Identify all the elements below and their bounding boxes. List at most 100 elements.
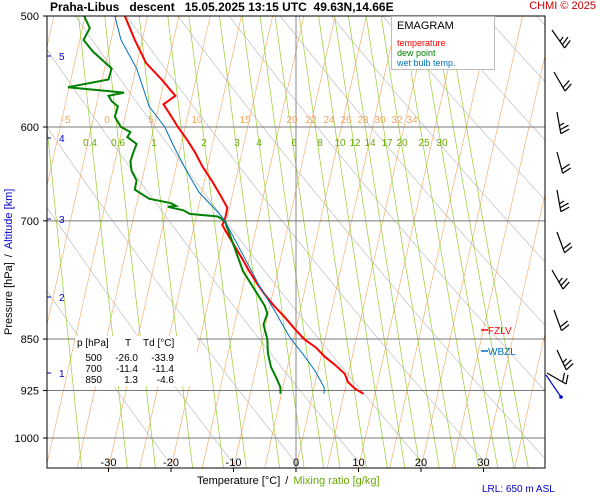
mixing-ratio-label: 25 <box>418 138 430 149</box>
dry-adiabat <box>126 16 491 468</box>
isotherm-line <box>201 16 305 468</box>
wind-barb-flag <box>562 242 571 250</box>
dry-adiabat <box>279 16 545 326</box>
wind-barb-flag <box>559 200 565 205</box>
wind-barb-surface <box>545 374 562 398</box>
station-name: Praha-Libus <box>50 0 120 14</box>
isotherm-line <box>577 16 600 468</box>
altitude-tick-label: 1 <box>59 369 65 380</box>
wind-barb <box>556 111 570 135</box>
wind-barb-flag <box>562 80 570 88</box>
mixing-ratio-line <box>446 16 529 468</box>
altitude-tick-label: 4 <box>59 134 65 145</box>
y-axis-label-pressure: Pressure [hPa] <box>3 262 15 335</box>
isotherm-label: 20 <box>286 115 298 126</box>
mixing-ratio-label: 1 <box>151 138 157 149</box>
dry-adiabat <box>382 16 545 201</box>
wind-barb-flag <box>565 374 569 385</box>
isotherm-line <box>76 16 180 468</box>
isotherm-line <box>108 16 211 468</box>
y-axis-label-altitude: Altitude [km] <box>3 189 15 250</box>
dry-adiabat <box>433 16 545 141</box>
wind-barb <box>556 189 570 213</box>
mixing-ratio-label: 20 <box>396 138 408 149</box>
wind-barb-flag <box>562 167 571 174</box>
wind-barb-flag <box>565 362 574 371</box>
wind-barb-staff <box>556 231 566 253</box>
series-temperature <box>123 16 365 395</box>
dry-adiabat <box>565 0 600 468</box>
wind-barb-flag <box>562 358 568 364</box>
isotherm-line <box>451 54 545 468</box>
dry-adiabat <box>47 290 174 468</box>
dry-adiabat <box>47 206 237 468</box>
isotherm-label: 0 <box>104 115 110 126</box>
legend-title: EMAGRAM <box>397 20 454 32</box>
cell-t: 1.3 <box>124 375 138 386</box>
cell-t: -11.4 <box>115 364 138 375</box>
wind-barb <box>551 29 571 49</box>
mixing-ratio-label: 0.6 <box>111 138 125 149</box>
wind-barb-staff <box>556 189 562 212</box>
x-tick-label: -10 <box>226 457 242 469</box>
x-tick-label: -20 <box>163 457 179 469</box>
isotherm-line <box>47 16 86 188</box>
isotherm-line <box>420 16 523 468</box>
y-tick-label: 850 <box>21 334 39 346</box>
cell-td: -4.6 <box>156 375 174 386</box>
x-tick-label: 0 <box>293 457 299 469</box>
isotherm-line <box>47 16 117 326</box>
mixing-ratio-line <box>241 16 305 468</box>
cell-pressure: 700 <box>85 364 102 375</box>
isotherm-label: 26 <box>340 115 352 126</box>
sounding-mode: descent <box>129 0 175 14</box>
legend-entry-dew-point: dew point <box>397 48 436 58</box>
station-coords: 49.63N,14.66E <box>313 0 394 14</box>
y-tick-label: 925 <box>21 386 39 398</box>
table-row: 500 -26.0 -33.9 <box>75 353 197 365</box>
table-row: 700 -11.4 -11.4 <box>75 364 197 376</box>
isotherm-line <box>295 16 398 468</box>
isotherm-label: -5 <box>62 115 71 126</box>
mixing-ratio-label: 8 <box>317 138 323 149</box>
x-tick-label: 30 <box>477 457 489 469</box>
series-dew-point <box>67 16 282 394</box>
series-wet-bulb-temp <box>114 16 325 394</box>
mixing-ratio-line <box>259 16 324 468</box>
wind-barb-staff <box>551 29 566 49</box>
wind-barb-flag <box>559 36 564 42</box>
y-tick-label: 1000 <box>15 433 39 445</box>
cell-td: -11.4 <box>151 364 174 375</box>
dry-adiabat <box>485 16 545 83</box>
mixing-ratio-line <box>219 16 280 468</box>
mixing-ratio-line <box>274 16 341 468</box>
wind-barb-flag <box>559 320 568 328</box>
isotherm-line <box>139 16 242 468</box>
altitude-tick-label: 3 <box>59 215 65 226</box>
mixing-ratio-label: 10 <box>334 138 346 149</box>
wind-barb <box>556 349 574 371</box>
wind-barb-flag <box>564 246 573 254</box>
mixing-ratio-label: 12 <box>349 138 361 149</box>
wind-barb-flag <box>562 281 570 290</box>
wind-barb-staff <box>553 71 566 92</box>
wind-barb-flag <box>561 36 569 46</box>
wind-barb <box>556 231 573 254</box>
mixing-ratio-line <box>47 123 83 468</box>
wind-barb-staff <box>546 372 567 385</box>
x-tick-label: 10 <box>352 457 364 469</box>
x-tick-label: -30 <box>101 457 117 469</box>
x-tick-label: 20 <box>415 457 427 469</box>
wind-barb-flag <box>561 163 570 170</box>
cell-t: -26.0 <box>115 353 138 364</box>
wbzl-label: WBZL <box>488 347 516 358</box>
wind-barb-flag <box>559 124 569 131</box>
mixing-ratio-line <box>167 16 224 468</box>
values-table-header: p [hPa] T Td [°C] <box>75 338 197 350</box>
wind-barb <box>553 71 572 92</box>
mixing-ratio-line <box>380 16 456 468</box>
isotherm-line <box>483 193 545 468</box>
wind-barb <box>546 372 569 385</box>
col-pressure-header: p [hPa] <box>77 338 109 349</box>
